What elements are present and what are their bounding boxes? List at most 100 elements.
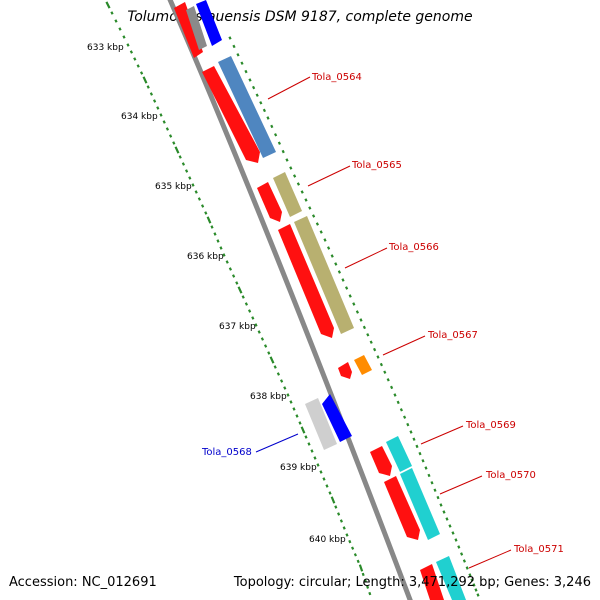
gene-block [436, 556, 466, 600]
ruler-dot [457, 545, 461, 549]
ruler-dot [430, 481, 434, 485]
gene-label[interactable]: Tola_0570 [485, 470, 536, 481]
gene-label[interactable]: Tola_0565 [351, 160, 402, 171]
scale-tick [356, 559, 360, 564]
gene-block [218, 56, 276, 158]
gene-block [186, 6, 207, 50]
scale-tick [126, 43, 130, 47]
ruler-dot [415, 444, 419, 449]
ruler-dot [396, 400, 400, 405]
ruler-dot [462, 559, 466, 563]
ruler-dot [476, 593, 480, 597]
label-leader [267, 76, 311, 100]
gene-label[interactable]: Tola_0566 [388, 242, 439, 253]
label-leader [439, 475, 483, 495]
scale-tick [149, 92, 153, 96]
scale-tick [133, 57, 137, 61]
gene-block [273, 172, 302, 217]
ruler-dot [255, 93, 259, 97]
ruler-dot [409, 430, 413, 434]
ruler-dot [465, 566, 469, 570]
ruler-dot [348, 294, 352, 298]
ruler-dot [281, 149, 285, 154]
scale-tick [139, 71, 144, 75]
scale-tick [146, 85, 150, 89]
ruler-dot [300, 190, 304, 194]
gene-label[interactable]: Tola_0569 [465, 420, 516, 431]
scale-tick [292, 407, 296, 411]
ruler-dot [296, 182, 300, 186]
scale-tick [319, 470, 323, 474]
scale-tick [276, 372, 280, 376]
ruler-dot [270, 124, 274, 129]
scale-tick [197, 197, 201, 201]
label-leader [344, 247, 388, 269]
scale-tick [225, 260, 229, 264]
scale-tick [328, 491, 332, 495]
ruler-dot [424, 466, 428, 470]
gene-block [294, 216, 354, 334]
ruler-dot [369, 340, 373, 344]
ruler-dot [334, 262, 338, 266]
ruler-dot [448, 524, 452, 528]
ruler-dot [341, 278, 345, 282]
scale-tick [244, 302, 248, 306]
ruler-dot [345, 286, 349, 290]
scale-tick [210, 225, 214, 229]
scale-label: 638 kbp [250, 392, 287, 402]
scale-tick [194, 190, 198, 194]
ruler-dot [393, 393, 397, 397]
scale-label: 636 kbp [187, 252, 224, 262]
scale-tick [353, 553, 357, 557]
ruler-dot [289, 166, 293, 170]
scale-tick [191, 183, 195, 187]
cds-block [174, 2, 203, 58]
label-leader [468, 549, 512, 569]
label-leader [420, 425, 464, 445]
cds-block [420, 564, 444, 600]
ruler-dot [474, 588, 478, 592]
scale-tick [219, 246, 223, 250]
ruler-dot [228, 36, 232, 40]
scale-label: 639 kbp [280, 463, 317, 473]
scale-tick [289, 400, 293, 404]
gene-label[interactable]: Tola_0568 [201, 447, 252, 458]
ruler-dot [355, 310, 359, 314]
scale-tick [110, 11, 114, 15]
scale-tick [368, 591, 372, 596]
scale-tick [162, 120, 166, 124]
ruler-dot [359, 318, 363, 322]
ruler-dot [379, 362, 383, 367]
scale-tick [169, 134, 173, 138]
scale-tick [136, 64, 140, 68]
ruler-dot [352, 302, 356, 306]
scale-tick [159, 113, 163, 117]
ruler-dot [236, 53, 240, 57]
scale-tick [339, 519, 343, 523]
scale-tick [188, 176, 192, 180]
scale-tick [228, 267, 232, 271]
scale-tick [366, 585, 370, 589]
scale-tick [114, 19, 118, 23]
scale-tick [300, 426, 306, 434]
scale-tick [316, 463, 320, 467]
ruler-dot [470, 578, 474, 582]
scale-tick [330, 496, 336, 504]
gene-label[interactable]: Tola_0571 [513, 544, 564, 555]
gene-label[interactable]: Tola_0567 [427, 330, 478, 341]
ruler-dot [373, 347, 377, 352]
scale-label: 640 kbp [309, 535, 346, 545]
genome-summary: Topology: circular; Length: 3,471,292 bp… [233, 575, 591, 590]
scale-ticks [105, 1, 372, 596]
label-leader [307, 165, 351, 187]
gene-label[interactable]: Tola_0564 [311, 72, 362, 83]
ruler-dot [277, 141, 281, 145]
scale-tick [235, 281, 239, 285]
gene-block [305, 398, 337, 450]
scale-tick [358, 564, 364, 572]
ruler-dot [362, 325, 366, 330]
ruler-dot [472, 583, 476, 587]
scale-tick [172, 141, 176, 145]
ruler-dot [454, 538, 458, 542]
